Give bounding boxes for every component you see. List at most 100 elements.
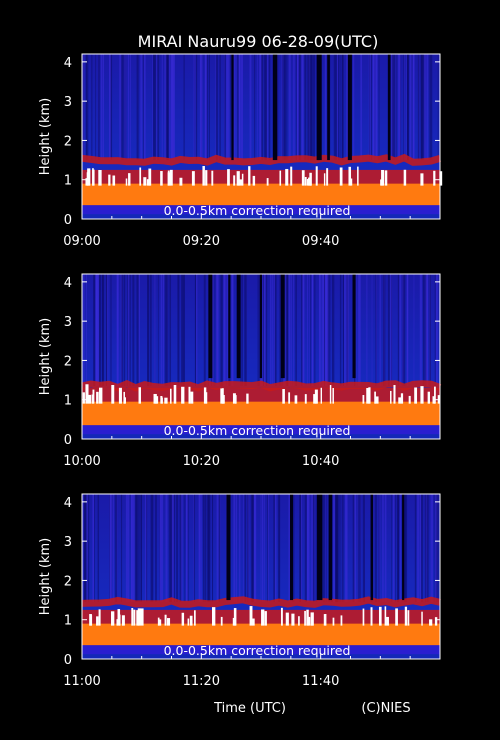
noise-streak xyxy=(266,54,268,161)
noise-streak xyxy=(91,54,93,161)
noise-streak xyxy=(178,274,180,386)
noise-streak xyxy=(376,274,377,386)
noise-streak xyxy=(206,54,208,161)
noise-streak xyxy=(105,274,108,386)
noise-streak xyxy=(375,54,378,161)
cloud-spike xyxy=(420,386,424,404)
cloud-spike xyxy=(378,606,382,626)
cloud-spike xyxy=(211,607,216,626)
noise-streak xyxy=(96,274,99,386)
cloud-spike xyxy=(395,608,398,626)
noise-streak xyxy=(240,274,242,386)
noise-streak xyxy=(393,54,396,161)
noise-streak xyxy=(295,274,297,386)
noise-streak xyxy=(153,54,156,161)
noise-streak xyxy=(147,274,150,386)
noise-streak xyxy=(138,494,140,603)
noise-streak xyxy=(309,494,311,603)
noise-streak xyxy=(216,274,219,386)
cloud-spike xyxy=(232,617,236,626)
x-tick-label: 11:00 xyxy=(63,674,100,689)
noise-streak xyxy=(413,274,415,386)
noise-streak xyxy=(397,274,400,386)
noise-streak xyxy=(171,494,174,603)
noise-streak xyxy=(270,274,272,386)
noise-streak xyxy=(421,494,423,603)
noise-streak xyxy=(282,54,284,161)
noise-streak xyxy=(146,494,148,603)
noise-streak xyxy=(335,54,338,161)
noise-streak xyxy=(115,494,118,603)
cloud-spike xyxy=(393,385,396,404)
cloud-spike xyxy=(320,387,323,404)
noise-streak xyxy=(337,54,340,161)
noise-streak xyxy=(254,54,256,161)
cloud-spike xyxy=(368,387,371,404)
noise-streak xyxy=(97,54,100,161)
signal-dropout xyxy=(317,54,322,161)
noise-streak xyxy=(430,494,432,603)
noise-streak xyxy=(295,54,297,161)
noise-streak xyxy=(425,54,426,161)
strong-return-band xyxy=(82,623,440,646)
noise-streak xyxy=(362,494,365,603)
noise-streak xyxy=(279,274,282,386)
cloud-spike xyxy=(136,610,140,626)
noise-streak xyxy=(227,274,229,386)
noise-streak xyxy=(140,494,142,603)
noise-streak xyxy=(93,274,95,386)
cloud-spike xyxy=(326,168,329,186)
noise-streak xyxy=(360,54,363,161)
noise-streak xyxy=(292,494,295,603)
y-tick-label: 3 xyxy=(64,535,72,550)
noise-streak xyxy=(357,494,360,603)
noise-streak xyxy=(405,494,407,603)
noise-streak xyxy=(340,494,342,603)
signal-dropout xyxy=(231,54,234,161)
noise-streak xyxy=(136,274,139,386)
cloud-spike xyxy=(329,385,332,404)
noise-streak xyxy=(343,274,344,386)
noise-streak xyxy=(369,54,371,161)
cloud-spike xyxy=(339,167,343,186)
noise-streak xyxy=(259,274,260,386)
cloud-spike xyxy=(285,168,289,186)
noise-streak xyxy=(219,54,221,161)
noise-streak xyxy=(209,494,211,603)
noise-streak xyxy=(277,54,279,161)
cloud-spike xyxy=(249,606,253,626)
noise-streak xyxy=(329,274,331,386)
noise-streak xyxy=(345,494,348,603)
x-axis-label: Time (UTC) xyxy=(213,701,286,716)
noise-streak xyxy=(355,274,357,386)
credit-label: (C)NIES xyxy=(361,701,410,716)
cloud-spike xyxy=(309,173,312,186)
noise-streak xyxy=(338,494,340,603)
noise-streak xyxy=(143,54,146,161)
cloud-spike xyxy=(366,388,370,404)
noise-streak xyxy=(167,54,170,161)
noise-streak xyxy=(429,54,432,161)
noise-streak xyxy=(319,274,322,386)
cloud-spike xyxy=(91,394,94,404)
noise-streak xyxy=(156,54,158,161)
cloud-spike xyxy=(432,396,436,404)
noise-streak xyxy=(384,494,387,603)
cloud-spike xyxy=(131,607,134,626)
noise-streak xyxy=(259,54,261,161)
noise-streak xyxy=(109,54,113,161)
noise-streak xyxy=(184,494,186,603)
cloud-spike xyxy=(205,392,208,404)
x-tick-label: 10:20 xyxy=(183,454,220,469)
cloud-spike xyxy=(323,173,326,186)
noise-streak xyxy=(226,54,229,161)
cloud-spike xyxy=(191,171,195,186)
noise-streak xyxy=(247,494,249,603)
signal-dropout xyxy=(228,274,231,379)
noise-streak xyxy=(127,494,130,603)
cloud-spike xyxy=(403,169,407,186)
noise-streak xyxy=(223,274,225,386)
noise-streak xyxy=(342,54,344,161)
noise-streak xyxy=(390,274,393,386)
